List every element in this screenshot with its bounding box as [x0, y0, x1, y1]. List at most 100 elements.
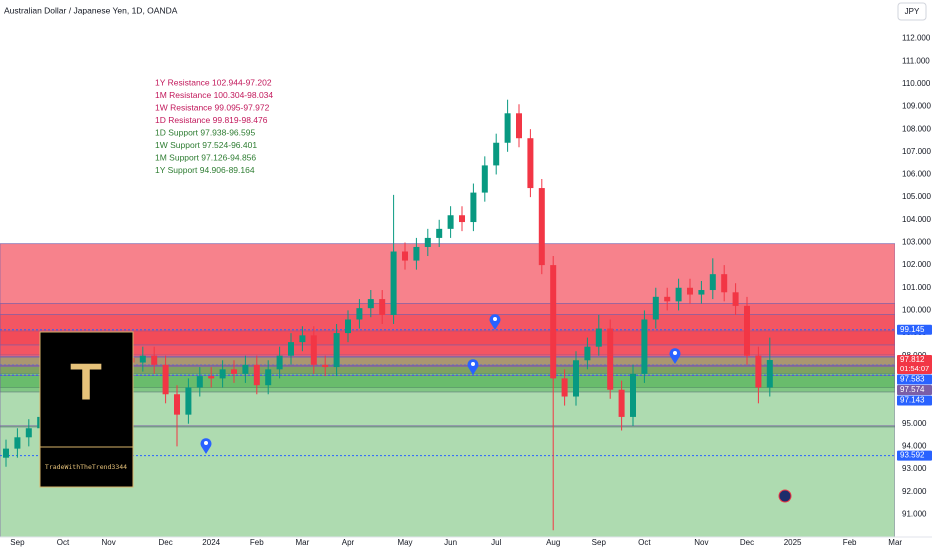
price-axis	[895, 0, 932, 537]
x-tick-label: Feb	[250, 538, 264, 547]
zone-label: 1Y Resistance 102.944-97.202	[155, 77, 272, 87]
candle-body	[493, 142, 500, 166]
y-tick-label: 106.000	[902, 170, 931, 179]
x-tick-label: Mar	[296, 538, 310, 547]
y-tick-label: 103.000	[902, 238, 931, 247]
candle-body	[641, 319, 648, 374]
candle-body	[402, 251, 408, 261]
logo-caption: TradeWithTheTrend3344	[45, 463, 127, 471]
candle-body	[379, 299, 386, 315]
pin	[489, 314, 501, 330]
y-tick-label: 112.000	[902, 34, 931, 43]
candle-body	[595, 328, 602, 347]
x-tick-label: Aug	[546, 538, 560, 547]
zones	[0, 243, 896, 538]
currency-button[interactable]	[897, 2, 927, 21]
zone-label: 1Y Support 94.906-89.164	[155, 165, 255, 175]
candle-body	[618, 389, 625, 417]
zone-label: 1D Support 97.938-96.595	[155, 127, 255, 137]
price-label: 97.812	[900, 355, 925, 364]
x-tick-label: Oct	[638, 538, 651, 547]
candle-body	[470, 192, 477, 223]
candle-body	[766, 359, 773, 388]
y-tick-label: 102.000	[902, 260, 931, 269]
candle-body	[3, 448, 9, 458]
candle-body	[630, 373, 636, 417]
price-label-box	[897, 384, 932, 395]
zone-label: 1M Support 97.126-94.856	[155, 152, 256, 162]
candle-body	[276, 355, 283, 370]
y-tick-label: 91.000	[902, 509, 927, 518]
candle-body	[253, 364, 260, 386]
candle-body	[390, 251, 397, 315]
x-tick-label: Nov	[101, 538, 115, 547]
candle-body	[288, 342, 294, 356]
candle-body	[162, 364, 169, 395]
x-tick-label: May	[397, 538, 412, 547]
candle-body	[14, 437, 21, 449]
candle-body	[698, 290, 705, 295]
candle-body	[573, 360, 579, 397]
pin	[669, 348, 681, 364]
annotations: 1Y Resistance 102.944-97.202 1M Resistanc…	[155, 77, 273, 175]
candle-body	[504, 113, 511, 143]
candle-body	[538, 188, 545, 266]
x-tick-label: Jun	[444, 538, 457, 547]
candle-body	[744, 305, 750, 356]
candle-body	[755, 355, 762, 388]
pin-dots	[204, 317, 677, 445]
candle-body	[367, 299, 374, 309]
x-tick-label: Oct	[57, 538, 70, 547]
candle-body	[231, 369, 237, 374]
countdown: 01:54:07	[900, 364, 929, 373]
candle-body	[675, 287, 682, 302]
price-label-box	[897, 354, 932, 374]
price-label-box	[897, 374, 932, 385]
x-tick-label: Mar	[888, 538, 902, 547]
y-tick-label: 111.000	[902, 56, 930, 65]
candle-body	[345, 319, 351, 334]
zone-label: 1M Resistance 100.304-98.034	[155, 90, 273, 100]
zone-label: 1D Resistance 99.819-98.476	[155, 115, 268, 125]
x-tick-label: 2024	[202, 538, 220, 547]
currency[interactable]: JPY	[905, 7, 920, 16]
flag-icon	[778, 489, 792, 503]
candles	[3, 99, 773, 531]
candle-body	[219, 369, 226, 379]
y-tick-label: 107.000	[902, 147, 931, 156]
candle-body	[25, 428, 32, 438]
logo-letter: T	[70, 354, 102, 412]
price-label: 93.592	[900, 451, 925, 460]
pin	[467, 359, 479, 375]
price-label: 97.143	[900, 396, 925, 405]
candle-body	[436, 228, 443, 238]
y-tick-label: 101.000	[902, 283, 931, 292]
y-tick-label: 93.000	[902, 464, 927, 473]
candle-body	[299, 335, 306, 343]
candle-body	[459, 215, 465, 223]
candle-body	[265, 369, 272, 386]
y-tick-label: 94.000	[902, 441, 927, 450]
candle-body	[242, 364, 249, 374]
x-tick-label: Nov	[694, 538, 708, 547]
candle-body	[310, 335, 317, 365]
candle-body	[447, 215, 454, 229]
y-tick-label: 109.000	[902, 102, 931, 111]
candle-body	[516, 113, 522, 139]
x-tick-label: Apr	[342, 538, 355, 547]
x-tick-label: Feb	[843, 538, 857, 547]
candle-body	[185, 387, 192, 415]
candle-body	[151, 355, 158, 365]
y-tick-label: 104.000	[902, 215, 931, 224]
candle-body	[561, 378, 568, 397]
price-label: 97.574	[900, 385, 925, 394]
price-label-box	[897, 324, 932, 335]
candle-body	[709, 274, 716, 291]
zone-label: 1W Resistance 99.095-97.972	[155, 102, 270, 112]
pin-dot	[673, 351, 677, 355]
y-tick-label: 108.000	[902, 124, 931, 133]
x-tick-label: Dec	[158, 538, 172, 547]
candle-body	[550, 265, 557, 379]
